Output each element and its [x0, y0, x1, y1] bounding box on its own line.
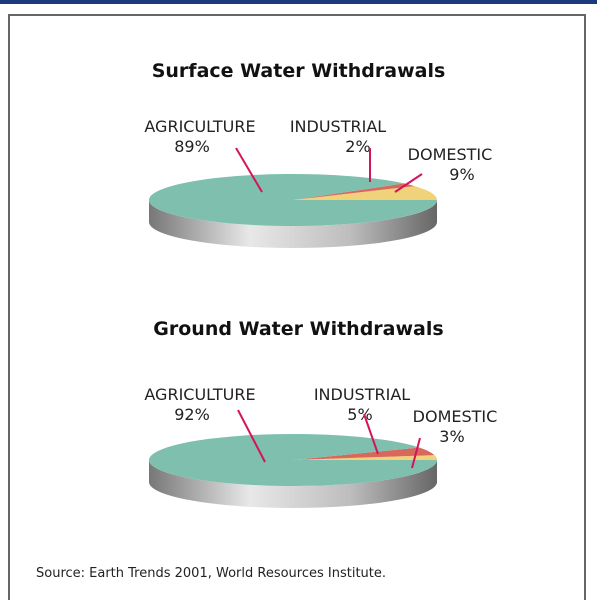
surface-slice-agriculture [149, 174, 438, 226]
ground-value-agriculture: 92% [174, 405, 210, 424]
ground-value-domestic: 3% [439, 427, 464, 446]
surface-label-domestic: DOMESTIC [408, 145, 493, 164]
surface-leader-agriculture [235, 147, 263, 193]
surface-label-agriculture: AGRICULTURE [144, 117, 255, 136]
ground-leader-domestic [411, 437, 421, 469]
ground-slice-domestic [293, 455, 437, 460]
ground-chart-title: Ground Water Withdrawals [153, 318, 444, 340]
source-note: Source: Earth Trends 2001, World Resourc… [36, 566, 387, 581]
ground-value-industrial: 5% [347, 405, 372, 424]
surface-leader-domestic [394, 173, 423, 193]
top-accent-bar [0, 0, 597, 4]
surface-label-industrial: INDUSTRIAL [290, 117, 386, 136]
surface-slice-domestic [293, 186, 437, 200]
ground-slice-industrial [293, 447, 435, 460]
surface-slice-industrial [293, 183, 415, 200]
ground-label-domestic: DOMESTIC [413, 407, 498, 426]
ground-label-industrial: INDUSTRIAL [314, 385, 410, 404]
ground-leader-industrial [363, 413, 379, 455]
surface-chart-title: Surface Water Withdrawals [151, 60, 446, 82]
ground-label-agriculture: AGRICULTURE [144, 385, 255, 404]
ground-pie-side-wall [149, 460, 437, 508]
surface-value-agriculture: 89% [174, 137, 210, 156]
figure-frame [8, 14, 586, 600]
ground-leader-agriculture [237, 409, 266, 463]
surface-value-domestic: 9% [449, 165, 474, 184]
surface-pie-side-wall [149, 200, 437, 248]
surface-value-industrial: 2% [345, 137, 370, 156]
ground-slice-agriculture [149, 434, 438, 486]
